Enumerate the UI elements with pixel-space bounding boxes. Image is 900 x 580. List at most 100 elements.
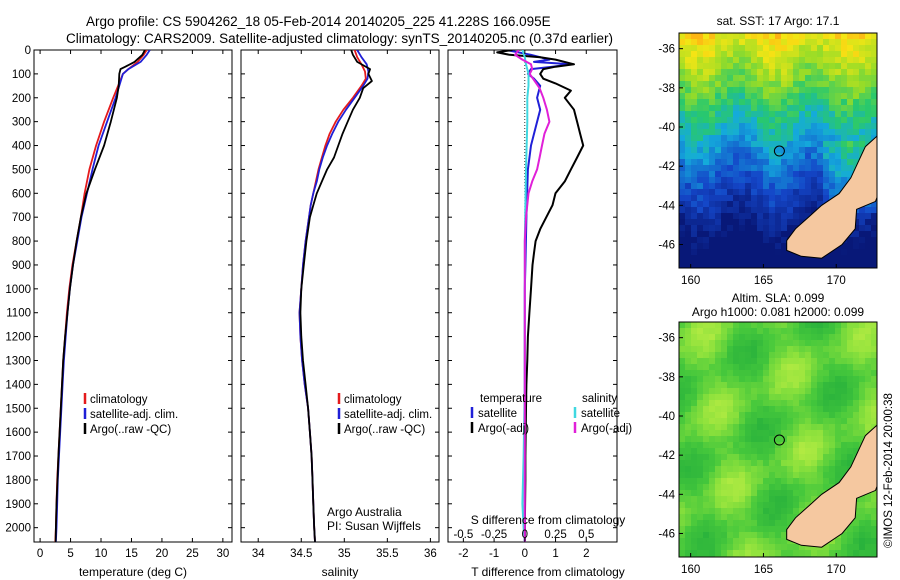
- map-cell: [691, 159, 698, 166]
- map-cell: [811, 45, 818, 52]
- map-cell: [829, 57, 836, 64]
- map-cell: [811, 442, 818, 449]
- map-cell: [775, 87, 782, 94]
- map-cell: [721, 532, 728, 539]
- map-cell: [793, 39, 800, 46]
- map-cell: [745, 406, 752, 413]
- map-cell: [739, 484, 746, 491]
- map-cell: [727, 460, 734, 467]
- map-cell: [733, 219, 740, 226]
- map-cell: [835, 400, 842, 407]
- map-cell: [697, 63, 704, 70]
- map-cell: [859, 544, 866, 551]
- map-cell: [775, 33, 782, 40]
- map-cell: [721, 153, 728, 160]
- map-cell: [817, 75, 824, 82]
- map-cell: [799, 454, 806, 461]
- map-cell: [823, 111, 830, 118]
- map-cell: [805, 352, 812, 359]
- map-cell: [763, 478, 770, 485]
- map-cell: [697, 159, 704, 166]
- map-cell: [787, 165, 794, 172]
- map-cell: [703, 328, 710, 335]
- map-cell: [847, 135, 854, 142]
- map-cell: [847, 328, 854, 335]
- map-cell: [805, 322, 812, 329]
- map-cell: [823, 334, 830, 341]
- map-cell: [679, 207, 686, 214]
- map-cell: [823, 159, 830, 166]
- map-cell: [829, 322, 836, 329]
- map-cell: [841, 454, 848, 461]
- map-cell: [685, 322, 692, 329]
- map-cell: [685, 520, 692, 527]
- map-cell: [793, 412, 800, 419]
- map-cell: [763, 352, 770, 359]
- map-cell: [715, 51, 722, 58]
- map-cell: [817, 370, 824, 377]
- map-cell: [727, 382, 734, 389]
- map-cell: [817, 195, 824, 202]
- map-cell: [709, 105, 716, 112]
- map-cell: [733, 165, 740, 172]
- map-cell: [751, 334, 758, 341]
- map-cell: [745, 183, 752, 190]
- map-cell: [733, 213, 740, 220]
- map-cell: [787, 502, 794, 509]
- map-cell: [781, 243, 788, 250]
- temperature-profile-xtick-label: 15: [125, 548, 138, 560]
- map-cell: [853, 442, 860, 449]
- map-cell: [817, 147, 824, 154]
- map-cell: [811, 376, 818, 383]
- map-cell: [847, 81, 854, 88]
- map-cell: [703, 63, 710, 70]
- map-cell: [685, 526, 692, 533]
- map-cell: [769, 57, 776, 64]
- map-cell: [763, 213, 770, 220]
- map-cell: [727, 328, 734, 335]
- map-cell: [745, 436, 752, 443]
- map-cell: [805, 141, 812, 148]
- map-cell: [679, 424, 686, 431]
- map-cell: [817, 442, 824, 449]
- map-cell: [733, 261, 740, 268]
- map-cell: [793, 33, 800, 40]
- map-cell: [685, 352, 692, 359]
- map-cell: [805, 484, 812, 491]
- map-cell: [739, 448, 746, 455]
- map-cell: [763, 159, 770, 166]
- map-cell: [841, 328, 848, 335]
- map-cell: [841, 147, 848, 154]
- argo-australia-label: Argo Australia: [327, 505, 402, 519]
- map-cell: [805, 334, 812, 341]
- map-cell: [847, 141, 854, 148]
- map-cell: [781, 231, 788, 238]
- map-cell: [835, 478, 842, 485]
- map-cell: [865, 394, 872, 401]
- map-cell: [685, 213, 692, 220]
- map-cell: [691, 243, 698, 250]
- map-cell: [841, 57, 848, 64]
- map-cell: [781, 376, 788, 383]
- map-cell: [787, 424, 794, 431]
- map-cell: [721, 424, 728, 431]
- map-cell: [769, 550, 776, 557]
- map-cell: [679, 195, 686, 202]
- map-cell: [703, 159, 710, 166]
- figure-title-line1: Argo profile: CS 5904262_18 05-Feb-2014 …: [86, 14, 551, 29]
- sal-diff-tick-label: 0: [522, 529, 528, 541]
- map-cell: [793, 171, 800, 178]
- map-cell: [727, 454, 734, 461]
- map-cell: [685, 418, 692, 425]
- map-cell: [823, 352, 830, 359]
- map-cell: [679, 111, 686, 118]
- map-ytick-label: -44: [658, 489, 675, 501]
- map-cell: [835, 328, 842, 335]
- map-cell: [859, 75, 866, 82]
- map-cell: [697, 189, 704, 196]
- map-cell: [721, 418, 728, 425]
- map-cell: [811, 478, 818, 485]
- map-cell: [775, 388, 782, 395]
- map-cell: [817, 69, 824, 76]
- map-cell: [745, 484, 752, 491]
